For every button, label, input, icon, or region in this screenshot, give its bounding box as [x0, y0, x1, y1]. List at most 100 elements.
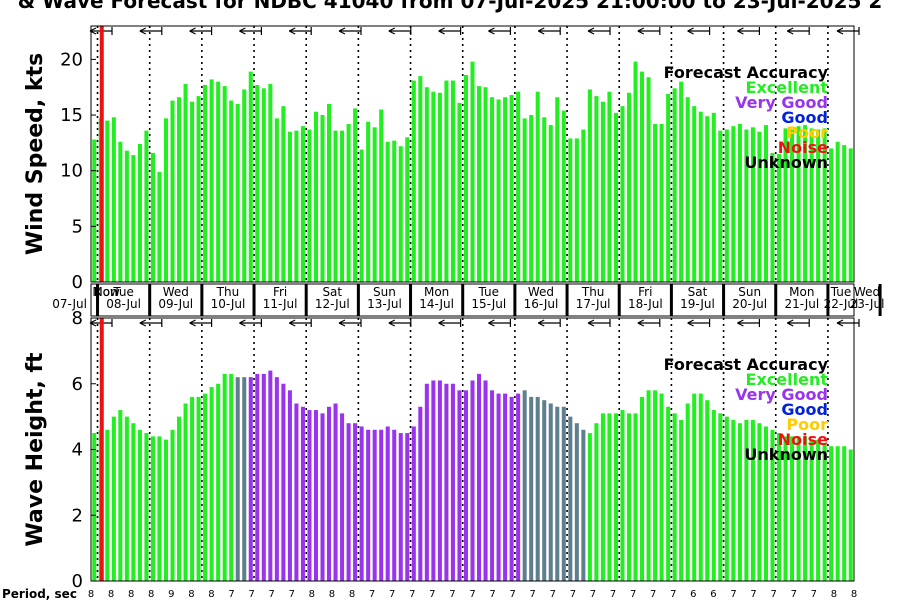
y-tick-label: 20 — [60, 49, 83, 70]
bar — [796, 436, 801, 581]
bar — [281, 106, 286, 282]
bar — [587, 89, 592, 282]
bar — [770, 429, 775, 581]
bar — [131, 423, 136, 581]
bar — [620, 410, 625, 581]
bar — [307, 129, 312, 282]
bar — [424, 87, 429, 282]
bar — [261, 373, 266, 581]
bar — [248, 377, 253, 581]
bar — [529, 115, 534, 282]
wind-direction-arrow — [189, 319, 213, 327]
day-name: Wed — [854, 285, 880, 299]
bar — [105, 429, 110, 581]
bar — [790, 129, 795, 282]
bar — [150, 436, 155, 581]
bar — [313, 410, 319, 581]
period-value: 7 — [650, 589, 656, 600]
legend-title: Forecast Accuracy — [664, 63, 829, 82]
bar — [483, 380, 488, 581]
bar — [385, 426, 390, 581]
bar — [196, 96, 201, 283]
bar — [157, 436, 162, 581]
bar — [509, 396, 514, 581]
bar — [229, 373, 234, 581]
bar — [222, 373, 227, 581]
bar — [659, 393, 664, 581]
bar — [750, 419, 755, 581]
bar — [594, 96, 599, 283]
bar — [203, 84, 208, 283]
wind-direction-arrow — [139, 319, 163, 327]
bar — [424, 383, 429, 581]
bar — [574, 423, 579, 581]
legend-item-unknown: Unknown — [744, 445, 828, 464]
day-date: 15-Jul — [471, 297, 506, 311]
bar — [600, 413, 605, 581]
bar — [679, 419, 684, 581]
period-row: Period, sec 8 8 8 8 9 8 8 7 7 7 7 8 8 8 7 7 7 7 7 7 7 7 7 7 7 7 7 7 7… — [2, 587, 857, 600]
wave-height-panel: 0 2 4 6 8 Wave Height, ft Forecast AccuracyExc… — [23, 308, 860, 592]
bar — [529, 396, 534, 581]
y-tick-label: 10 — [60, 161, 83, 182]
bar — [242, 89, 247, 282]
period-value: 7 — [269, 589, 275, 600]
day-date: 14-Jul — [419, 297, 454, 311]
day-band-frame — [90, 283, 855, 317]
bar — [770, 152, 775, 282]
bar — [744, 419, 749, 581]
bar — [216, 81, 221, 283]
wind-direction-arrow — [338, 27, 362, 35]
bar — [274, 118, 279, 282]
bar — [620, 106, 625, 282]
bar — [542, 400, 547, 581]
legend-title: Forecast Accuracy — [664, 355, 829, 374]
bar — [463, 74, 468, 282]
day-date: 11-Jul — [263, 297, 298, 311]
bar — [92, 139, 97, 282]
bar — [437, 380, 442, 581]
bar — [405, 137, 410, 282]
day-name: Fri — [638, 285, 652, 299]
bar — [555, 97, 560, 282]
day-name: Sat — [688, 285, 708, 299]
bar — [124, 150, 129, 282]
bar — [822, 128, 827, 282]
period-label: Period, sec — [2, 587, 77, 600]
period-value: 7 — [610, 589, 616, 600]
bar — [626, 92, 632, 282]
bar — [711, 112, 716, 282]
bar — [392, 140, 397, 282]
wind-direction-arrow — [836, 27, 860, 35]
bar — [698, 111, 703, 282]
y-tick-label: 0 — [72, 272, 83, 293]
wind-direction-arrow — [388, 27, 412, 35]
bar — [646, 77, 651, 282]
bar — [783, 436, 788, 581]
legend-item-very-good: Very Good — [735, 93, 828, 112]
wind-direction-arrow — [488, 319, 511, 327]
period-value: 8 — [309, 589, 315, 600]
bar — [724, 416, 729, 582]
day-date: 21-Jul — [784, 297, 819, 311]
bar — [679, 81, 684, 283]
bar — [261, 88, 266, 282]
period-value: 8 — [208, 589, 214, 600]
y-axis-label: Wave Height, ft — [23, 352, 48, 547]
bar — [842, 145, 847, 282]
period-value: 7 — [289, 589, 295, 600]
wind-direction-arrow — [438, 27, 462, 35]
bar — [653, 390, 658, 581]
bar — [698, 393, 703, 581]
bar — [561, 406, 566, 581]
day-date: 13-Jul — [367, 297, 402, 311]
period-value: 7 — [730, 589, 736, 600]
wind-direction-arrow — [637, 27, 661, 35]
period-value: 7 — [228, 589, 234, 600]
bar — [496, 393, 501, 581]
day-name: Thu — [216, 285, 240, 299]
bar — [763, 426, 768, 581]
bar — [711, 410, 716, 581]
